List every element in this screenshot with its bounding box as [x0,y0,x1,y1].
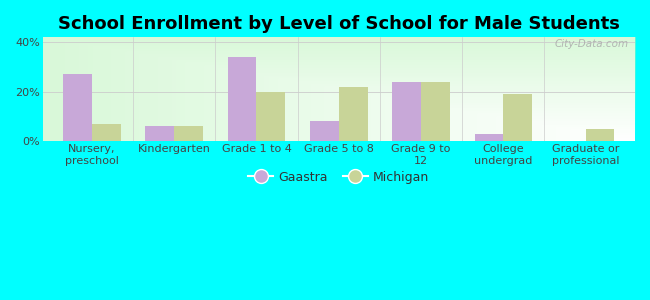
Legend: Gaastra, Michigan: Gaastra, Michigan [243,166,434,189]
Bar [227,57,257,141]
Text: City-Data.com: City-Data.com [555,39,629,50]
Bar [63,74,92,141]
Bar [421,82,450,141]
Bar [257,92,285,141]
Bar [503,94,532,141]
Bar [474,134,503,141]
Bar [174,126,203,141]
Bar [146,126,174,141]
Bar [339,87,367,141]
Bar [92,124,121,141]
Bar [392,82,421,141]
Bar [310,122,339,141]
Bar [586,129,614,141]
Title: School Enrollment by Level of School for Male Students: School Enrollment by Level of School for… [58,15,619,33]
